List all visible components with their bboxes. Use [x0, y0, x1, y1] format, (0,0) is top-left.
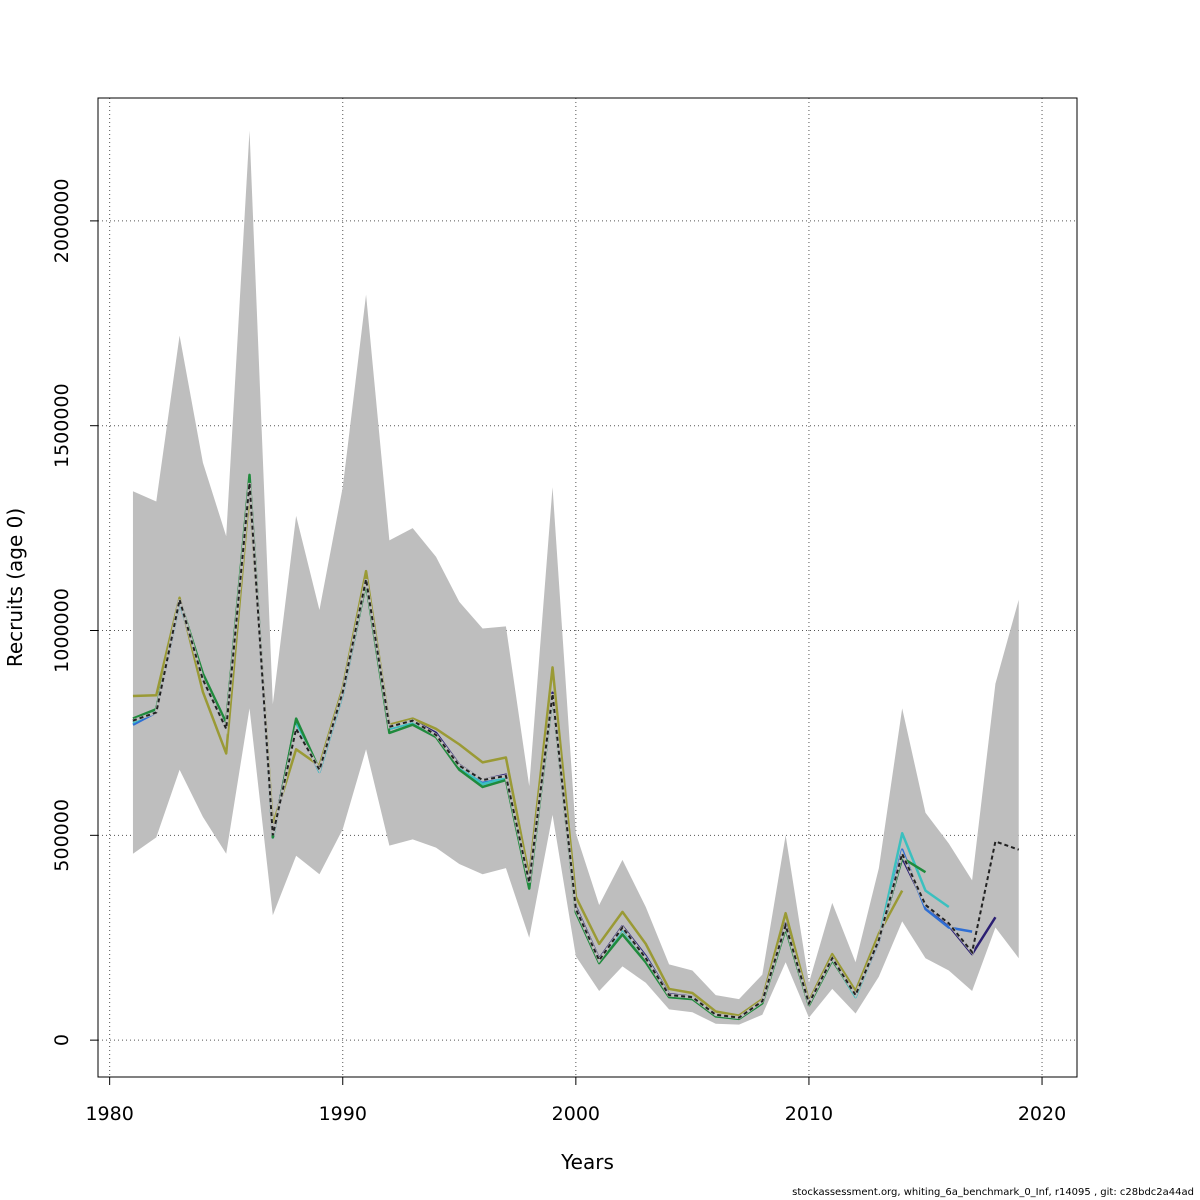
y-tick-label: 1000000 [51, 588, 73, 673]
confidence-band-group [132, 130, 1019, 1025]
x-tick-label: 2010 [785, 1103, 833, 1125]
footer-caption: stockassessment.org, whiting_6a_benchmar… [792, 1187, 1194, 1198]
y-tick-label: 0 [51, 1034, 73, 1046]
series-line-reference [132, 482, 1020, 1019]
x-tick-label: 2020 [1018, 1103, 1066, 1125]
x-tick-label: 1980 [85, 1103, 133, 1125]
y-tick-label: 1500000 [51, 383, 73, 468]
x-tick-label: 2000 [552, 1103, 600, 1125]
x-axis-title: Years [560, 1150, 614, 1174]
series-lines [132, 473, 1020, 1021]
x-axis: 1980 1990 2000 2010 2020 [85, 1076, 1066, 1125]
confidence-band [132, 130, 1019, 1025]
y-tick-label: 500000 [51, 799, 73, 872]
x-tick-label: 1990 [319, 1103, 367, 1125]
y-tick-label: 2000000 [51, 179, 73, 264]
y-axis-title: Recruits (age 0) [3, 508, 27, 667]
y-axis: 0 500000 1000000 1500000 2000000 [51, 179, 98, 1046]
